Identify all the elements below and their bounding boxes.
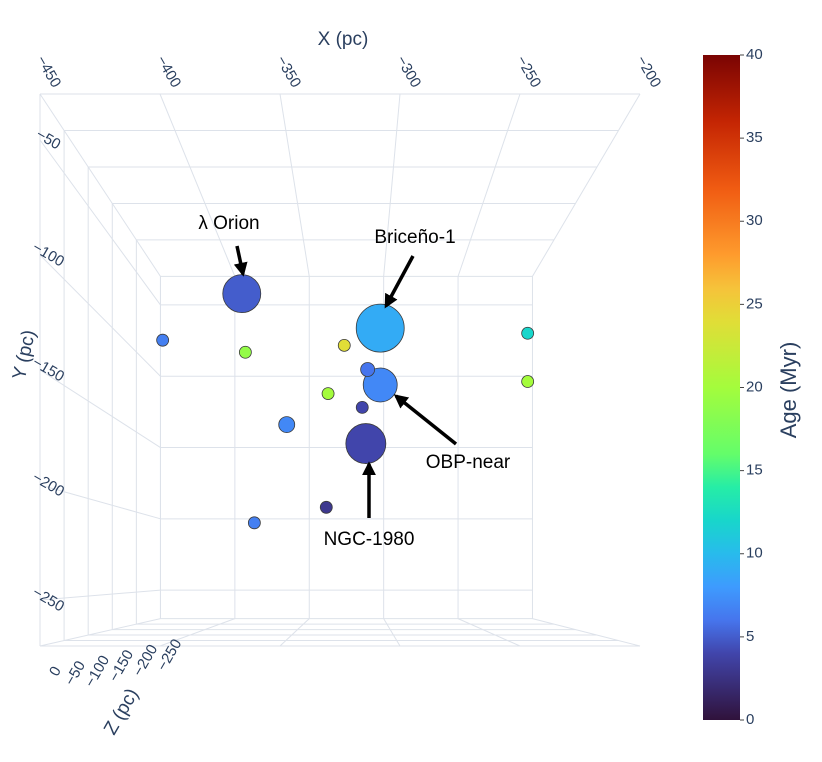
annotation-arrow — [384, 255, 415, 309]
colorbar-tick-label: 20 — [746, 378, 763, 395]
y-tick-label: −100 — [29, 239, 67, 271]
grid-line — [39, 93, 161, 277]
grid-line — [159, 93, 236, 277]
annotation-arrow — [393, 394, 458, 446]
annotation: OBP-near — [426, 452, 511, 473]
point — [355, 303, 405, 353]
x-tick-label: −200 — [633, 53, 665, 91]
z-tick-label: −250 — [154, 636, 186, 674]
point — [247, 516, 261, 530]
x-tick-label: −450 — [33, 53, 65, 91]
annotations: λ Orion Briceño-1 OBP-near NGC-1980 — [198, 213, 511, 550]
x-tick-label: −250 — [513, 53, 545, 91]
point — [345, 423, 387, 464]
point — [156, 333, 170, 347]
colorbar-tick-label: 25 — [746, 295, 763, 312]
grid-line — [279, 93, 310, 277]
x-tick-label: −300 — [393, 53, 425, 91]
grid-line — [39, 254, 161, 377]
grid-line — [279, 618, 310, 647]
colorbar-tick-label: 35 — [746, 129, 763, 146]
y-tick-label: −200 — [29, 469, 67, 501]
grid-line — [383, 93, 401, 277]
grid-line — [39, 139, 161, 306]
grid-line — [383, 618, 401, 647]
z-axis-title: Z (pc) — [100, 685, 143, 738]
colorbar-tick-label: 15 — [746, 462, 763, 479]
x-tick-label: −400 — [153, 53, 185, 91]
x-axis-title: X (pc) — [318, 29, 369, 50]
grid-line — [457, 618, 521, 647]
colorbar-tick-label: 40 — [746, 46, 763, 63]
y-tick-label: −50 — [33, 126, 64, 153]
colorbar-ticks: 0 5 10 15 20 25 30 35 40 — [740, 46, 763, 728]
y-tick-label: −250 — [29, 584, 67, 616]
y-tick-label: −150 — [29, 354, 67, 386]
y-axis-title: Y (pc) — [9, 328, 40, 382]
point — [360, 362, 376, 377]
annotation: λ Orion — [198, 213, 259, 234]
grid-line — [39, 618, 161, 647]
point — [521, 326, 535, 340]
grid-line — [159, 618, 236, 647]
point — [321, 387, 335, 400]
annotation: Briceño-1 — [374, 227, 455, 248]
point — [521, 375, 535, 388]
point — [337, 338, 351, 352]
grid-line — [39, 369, 161, 448]
point — [355, 400, 369, 414]
point — [222, 274, 262, 314]
x-tick-label: −350 — [273, 53, 305, 91]
grid-line — [532, 93, 641, 277]
point — [319, 500, 333, 514]
grid-line — [457, 93, 521, 277]
colorbar-tick-label: 0 — [746, 711, 754, 728]
points — [156, 274, 535, 530]
annotation-arrow — [233, 245, 248, 277]
annotation: NGC-1980 — [324, 529, 415, 550]
colorbar-title: Age (Myr) — [776, 342, 801, 439]
z-tick-label: 0 — [46, 663, 65, 679]
colorbar-tick-label: 30 — [746, 212, 763, 229]
grid-line — [39, 589, 161, 601]
colorbar-tick-label: 5 — [746, 628, 754, 645]
point — [238, 345, 252, 359]
point — [278, 416, 296, 434]
colorbar — [703, 55, 740, 720]
grid-line — [532, 618, 641, 647]
colorbar-tick-label: 10 — [746, 545, 763, 562]
grid-line — [39, 484, 161, 520]
grid — [39, 93, 641, 647]
point — [362, 367, 398, 403]
